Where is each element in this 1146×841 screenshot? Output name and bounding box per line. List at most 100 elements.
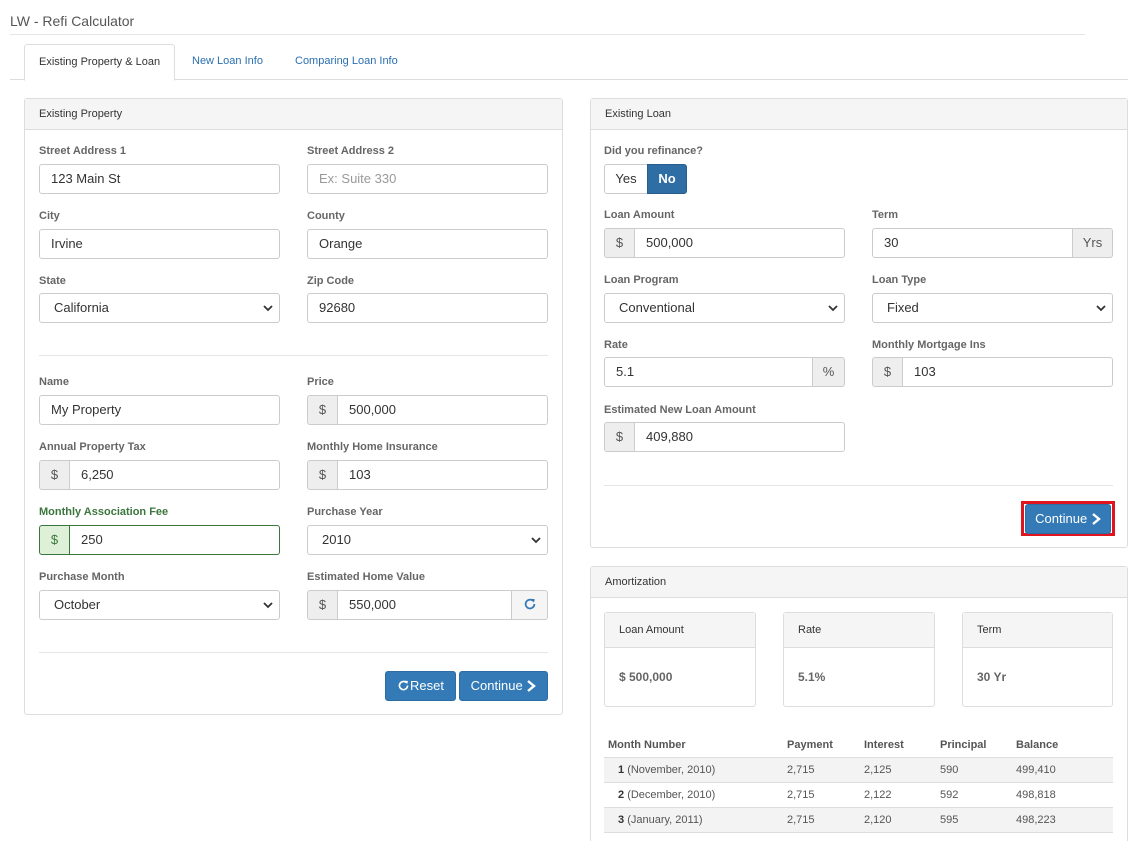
balance-cell: 499,410 — [1016, 764, 1056, 776]
purchase-month-select[interactable]: October — [39, 590, 280, 620]
col-payment: Payment — [787, 739, 833, 751]
chevron-down-icon — [263, 602, 273, 609]
loan-amount-card: Loan Amount $ 500,000 — [604, 612, 756, 707]
rate-percent-addon: % — [812, 357, 845, 387]
purchase-year-label: Purchase Year — [307, 506, 383, 518]
rate-card-title: Rate — [784, 613, 934, 648]
property-continue-button[interactable]: Continue — [459, 671, 548, 701]
section-divider — [604, 485, 1113, 486]
price-input[interactable]: 500,000 — [337, 395, 548, 425]
loan-type-label: Loan Type — [872, 274, 927, 286]
refresh-icon — [524, 598, 535, 610]
chevron-right-icon — [1092, 513, 1101, 525]
table-header: Month Number Payment Interest Principal … — [604, 734, 1113, 757]
term-input[interactable]: 30 — [872, 228, 1073, 258]
state-select[interactable]: California — [39, 293, 280, 323]
purchase-year-value: 2010 — [322, 532, 351, 547]
reset-icon — [398, 680, 409, 691]
home-insurance-input[interactable]: 103 — [337, 460, 548, 490]
purchase-month-label: Purchase Month — [39, 571, 125, 583]
month-cell: 2 (December, 2010) — [618, 783, 715, 807]
month-date: (November, 2010) — [627, 764, 716, 776]
tab-comparing-loan-info[interactable]: Comparing Loan Info — [295, 55, 398, 67]
loan-type-value: Fixed — [887, 300, 919, 315]
street1-label: Street Address 1 — [39, 145, 127, 157]
refresh-home-value-button[interactable] — [511, 590, 548, 620]
tab-existing-property-loan[interactable]: Existing Property & Loan — [24, 44, 176, 81]
title-divider — [10, 34, 1085, 35]
association-fee-input[interactable]: 250 — [69, 525, 280, 555]
city-input[interactable]: Irvine — [39, 229, 280, 259]
balance-cell: 498,818 — [1016, 789, 1056, 801]
name-label: Name — [39, 376, 69, 388]
new-loan-amount-input[interactable]: 409,880 — [634, 422, 845, 452]
payment-cell: 2,715 — [787, 764, 815, 776]
refinance-yes-toggle[interactable]: Yes — [604, 164, 648, 194]
home-value-dollar-addon: $ — [307, 590, 338, 620]
tab-bar: Existing Property & Loan New Loan Info C… — [10, 44, 1128, 81]
home-value-input[interactable]: 550,000 — [337, 590, 512, 620]
rate-input[interactable]: 5.1 — [604, 357, 813, 387]
term-card-value: 30 Yr — [977, 670, 1007, 684]
loan-amount-input[interactable]: 500,000 — [634, 228, 845, 258]
interest-cell: 2,122 — [864, 789, 892, 801]
col-interest: Interest — [864, 739, 904, 751]
chevron-down-icon — [828, 305, 838, 312]
loan-program-select[interactable]: Conventional — [604, 293, 845, 323]
state-value: California — [54, 300, 109, 315]
month-date: (January, 2011) — [627, 814, 703, 826]
association-fee-dollar-addon: $ — [39, 525, 70, 555]
loan-amount-label: Loan Amount — [604, 209, 675, 221]
zip-label: Zip Code — [307, 275, 355, 287]
existing-loan-panel: Existing Loan — [590, 98, 1128, 548]
payment-cell: 2,715 — [787, 814, 815, 826]
street2-input[interactable]: Ex: Suite 330 — [307, 164, 548, 194]
rate-card: Rate 5.1% — [783, 612, 935, 707]
principal-cell: 595 — [940, 814, 959, 826]
loan-amount-card-value: $ 500,000 — [619, 670, 673, 684]
balance-cell: 498,223 — [1016, 814, 1056, 826]
county-input[interactable]: Orange — [307, 229, 548, 259]
loan-continue-button[interactable]: Continue — [1025, 504, 1111, 534]
term-years-addon: Yrs — [1072, 228, 1113, 258]
section-divider — [39, 652, 548, 653]
table-row: 2 (December, 2010) 2,715 2,122 592 498,8… — [604, 782, 1113, 807]
table-row: 3 (January, 2011) 2,715 2,120 595 498,22… — [604, 807, 1113, 832]
association-fee-label: Monthly Association Fee — [39, 506, 169, 518]
col-month-number: Month Number — [608, 739, 686, 751]
property-tax-label: Annual Property Tax — [39, 441, 146, 453]
term-label: Term — [872, 209, 899, 221]
table-row — [604, 832, 1113, 841]
state-label: State — [39, 275, 66, 287]
zip-input[interactable]: 92680 — [307, 293, 548, 323]
purchase-year-select[interactable]: 2010 — [307, 525, 548, 555]
term-card-title: Term — [963, 613, 1112, 648]
loan-amount-dollar-addon: $ — [604, 228, 635, 258]
loan-program-label: Loan Program — [604, 274, 679, 286]
refinance-no-toggle[interactable]: No — [647, 164, 687, 194]
existing-loan-heading: Existing Loan — [591, 99, 1127, 130]
county-label: County — [307, 210, 345, 222]
continue-label: Continue — [470, 678, 523, 693]
tab-new-loan-info[interactable]: New Loan Info — [192, 55, 263, 67]
app-title: LW - Refi Calculator — [10, 13, 135, 29]
month-date: (December, 2010) — [627, 789, 716, 801]
existing-property-heading: Existing Property — [25, 99, 562, 130]
table-row: 1 (November, 2010) 2,715 2,125 590 499,4… — [604, 757, 1113, 782]
section-divider — [39, 355, 548, 356]
reset-button[interactable]: Reset — [385, 671, 456, 701]
loan-type-select[interactable]: Fixed — [872, 293, 1113, 323]
home-insurance-dollar-addon: $ — [307, 460, 338, 490]
street1-input[interactable]: 123 Main St — [39, 164, 280, 194]
mortgage-ins-input[interactable]: 103 — [902, 357, 1113, 387]
city-label: City — [39, 210, 60, 222]
interest-cell: 2,120 — [864, 814, 892, 826]
chevron-down-icon — [263, 305, 273, 312]
property-tax-input[interactable]: 6,250 — [69, 460, 280, 490]
month-cell: 3 (January, 2011) — [618, 808, 703, 832]
continue-highlight-box — [1021, 501, 1115, 536]
mortgage-ins-dollar-addon: $ — [872, 357, 903, 387]
street2-label: Street Address 2 — [307, 145, 395, 157]
month-number: 2 — [618, 789, 625, 801]
name-input[interactable]: My Property — [39, 395, 280, 425]
